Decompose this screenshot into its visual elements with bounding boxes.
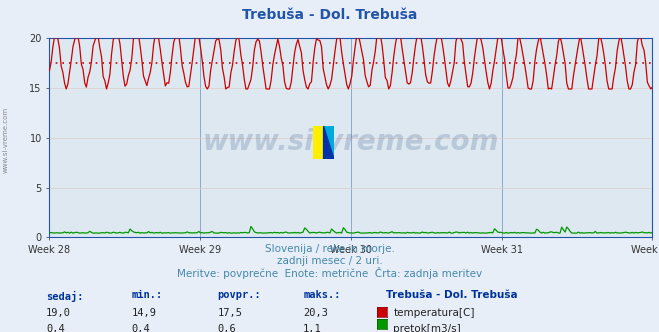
- Text: sedaj:: sedaj:: [46, 290, 84, 301]
- Text: maks.:: maks.:: [303, 290, 341, 300]
- Text: 19,0: 19,0: [46, 308, 71, 318]
- Text: povpr.:: povpr.:: [217, 290, 261, 300]
- Text: www.si-vreme.com: www.si-vreme.com: [2, 106, 9, 173]
- Text: pretok[m3/s]: pretok[m3/s]: [393, 324, 461, 332]
- Text: temperatura[C]: temperatura[C]: [393, 308, 475, 318]
- Text: www.si-vreme.com: www.si-vreme.com: [203, 128, 499, 156]
- Polygon shape: [324, 126, 334, 159]
- Text: 20,3: 20,3: [303, 308, 328, 318]
- Text: Trebuša - Dol. Trebuša: Trebuša - Dol. Trebuša: [386, 290, 517, 300]
- Text: 0,4: 0,4: [46, 324, 65, 332]
- Text: Slovenija / reke in morje.: Slovenija / reke in morje.: [264, 244, 395, 254]
- Text: 0,6: 0,6: [217, 324, 236, 332]
- Text: 1,1: 1,1: [303, 324, 322, 332]
- Polygon shape: [313, 126, 324, 159]
- Polygon shape: [324, 126, 334, 159]
- Text: 17,5: 17,5: [217, 308, 243, 318]
- Text: zadnji mesec / 2 uri.: zadnji mesec / 2 uri.: [277, 256, 382, 266]
- Text: Trebuša - Dol. Trebuša: Trebuša - Dol. Trebuša: [242, 8, 417, 22]
- Text: 0,4: 0,4: [132, 324, 150, 332]
- Text: Meritve: povprečne  Enote: metrične  Črta: zadnja meritev: Meritve: povprečne Enote: metrične Črta:…: [177, 267, 482, 279]
- Text: min.:: min.:: [132, 290, 163, 300]
- Text: 14,9: 14,9: [132, 308, 157, 318]
